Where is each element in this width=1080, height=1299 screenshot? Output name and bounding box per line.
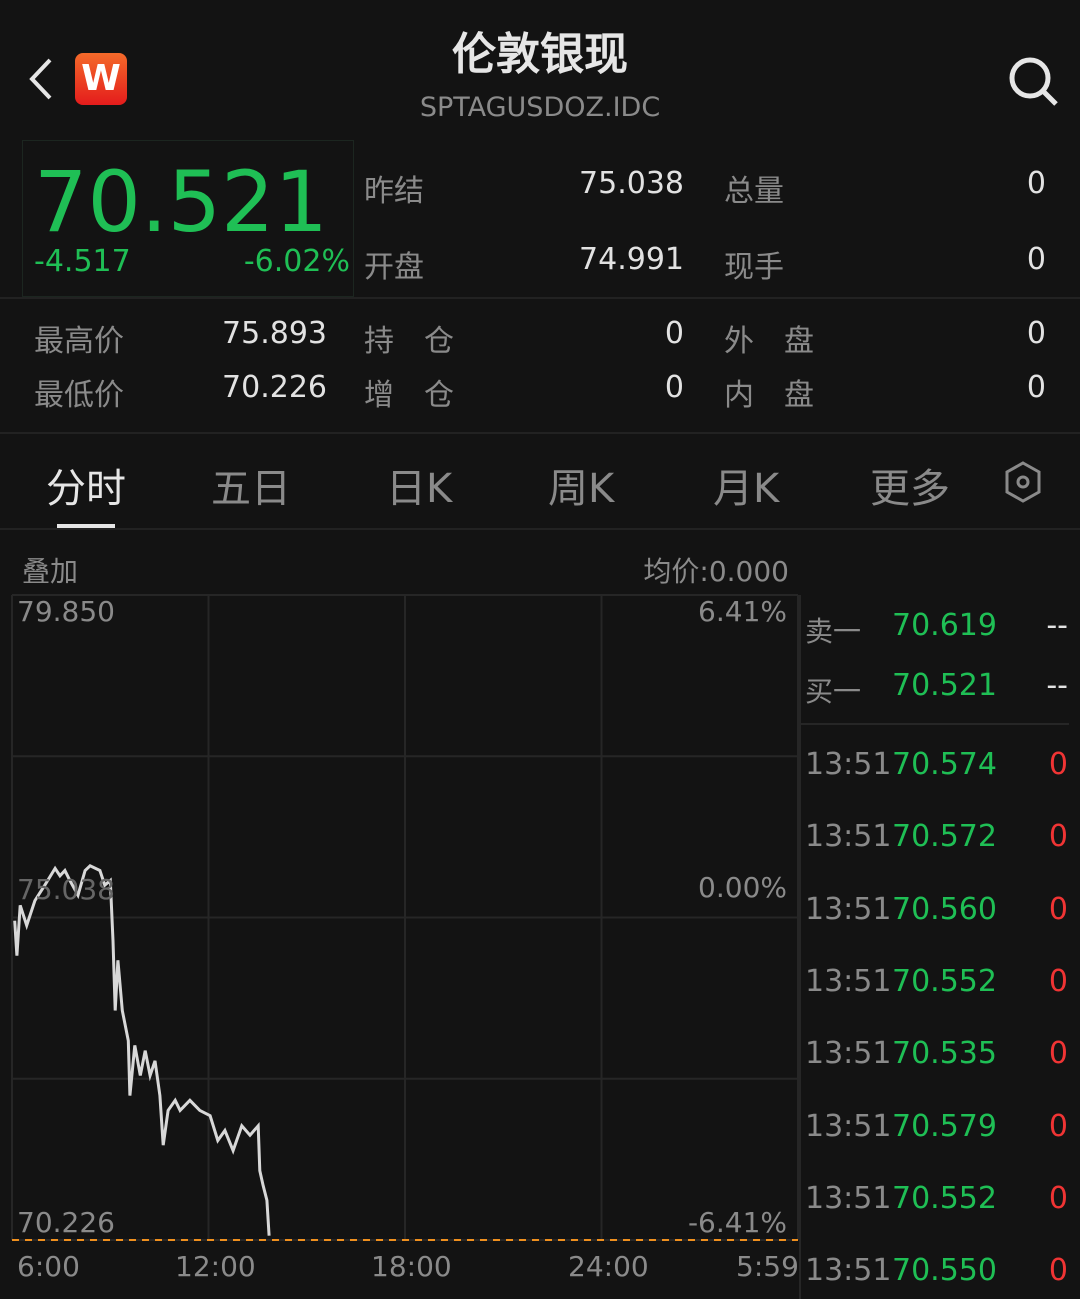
tick-time: 13:51 (805, 891, 892, 927)
active-tab-indicator (57, 524, 115, 529)
pct-top-label: 6.41% (698, 595, 787, 628)
back-button[interactable] (24, 56, 60, 102)
price-line (13, 864, 271, 1236)
tick-price: 70.552 (892, 963, 997, 999)
bid-price: 70.521 (892, 668, 997, 703)
stat-label-high: 最高价 (34, 324, 124, 359)
intraday-chart[interactable] (0, 580, 800, 1299)
x-tick-label: 18:00 (371, 1250, 452, 1283)
last-price: 70.521 (34, 153, 328, 251)
tick-price: 70.572 (892, 819, 997, 855)
overlay-button[interactable]: 叠加 (22, 555, 79, 588)
x-tick-label: 6:00 (17, 1250, 80, 1283)
tick-price: 70.574 (892, 747, 997, 782)
y-mid-label: 75.038 (17, 873, 115, 906)
stat-label-low: 最低价 (34, 378, 124, 413)
bid-label: 买一 (805, 675, 862, 708)
tick-volume: 0 (1048, 747, 1068, 782)
stat-value-high: 75.893 (222, 316, 327, 351)
tick-price: 70.552 (892, 1180, 997, 1216)
stat-value-outer: 0 (1026, 316, 1046, 351)
tab-intraday[interactable]: 分时 (46, 466, 126, 512)
pct-bottom-label: -6.41% (687, 1206, 787, 1239)
stat-value-oi-change: 0 (664, 370, 684, 405)
divider (0, 528, 1080, 530)
stat-value-open: 74.991 (579, 242, 684, 277)
stat-value-last-size: 0 (1026, 242, 1046, 277)
chart-settings-button[interactable] (1003, 460, 1043, 508)
tick-volume: 0 (1048, 1036, 1068, 1072)
stat-value-open-interest: 0 (664, 316, 684, 351)
tick-volume: 0 (1048, 819, 1068, 855)
price-change-pct: -6.02% (243, 244, 350, 279)
stat-value-prev-settle: 75.038 (579, 166, 684, 201)
symbol-code: SPTAGUSDOZ.IDC (419, 92, 661, 123)
stat-label-volume: 总量 (724, 174, 784, 209)
tick-time: 13:51 (805, 1036, 892, 1072)
x-tick-label: 24:00 (568, 1250, 649, 1283)
tick-price: 70.579 (892, 1108, 997, 1144)
ask-volume: -- (1046, 608, 1068, 643)
ask-price: 70.619 (892, 608, 997, 643)
x-tick-label: 5:59 (736, 1250, 799, 1283)
price-box (22, 140, 354, 297)
tab-five-day[interactable]: 五日 (211, 466, 291, 512)
tick-price: 70.560 (892, 891, 997, 927)
settings-hexagon-icon (1005, 461, 1041, 503)
stat-label-last-size: 现手 (724, 250, 784, 285)
y-bottom-label: 70.226 (17, 1206, 115, 1239)
stat-value-low: 70.226 (222, 370, 327, 405)
divider (801, 723, 1069, 725)
stat-value-volume: 0 (1026, 166, 1046, 201)
divider (0, 297, 1080, 299)
bid-volume: -- (1046, 668, 1068, 703)
pct-mid-label: 0.00% (698, 871, 787, 904)
stat-label-outer: 外 盘 (724, 324, 814, 359)
stat-label-open: 开盘 (364, 250, 424, 285)
app-logo: W (75, 53, 127, 105)
tick-volume: 0 (1048, 1108, 1068, 1144)
page-title: 伦敦银现 (452, 29, 628, 80)
tick-volume: 0 (1048, 1180, 1068, 1216)
tick-time: 13:51 (805, 1253, 892, 1289)
panel-divider (799, 595, 801, 1299)
stat-label-inner: 内 盘 (724, 378, 814, 413)
price-change: -4.517 (34, 244, 131, 279)
search-button[interactable] (1006, 54, 1060, 108)
stat-label-oi-change: 增 仓 (364, 378, 454, 413)
tick-time: 13:51 (805, 819, 892, 855)
avg-price: 均价:0.000 (643, 555, 789, 588)
chevron-left-icon (29, 58, 52, 100)
tick-time: 13:51 (805, 747, 892, 782)
y-top-label: 79.850 (17, 595, 115, 628)
tab-weekly-k[interactable]: 周K (548, 466, 615, 512)
stat-label-open-interest: 持 仓 (364, 324, 454, 359)
x-tick-label: 12:00 (175, 1250, 256, 1283)
ask-label: 卖一 (805, 615, 862, 648)
search-icon (1009, 57, 1058, 106)
divider (0, 432, 1080, 434)
stat-value-inner: 0 (1026, 370, 1046, 405)
tab-monthly-k[interactable]: 月K (713, 466, 780, 512)
tab-more[interactable]: 更多 (870, 466, 950, 512)
tick-volume: 0 (1048, 1253, 1068, 1289)
tick-time: 13:51 (805, 1180, 892, 1216)
tick-volume: 0 (1048, 963, 1068, 999)
tick-time: 13:51 (805, 963, 892, 999)
tick-time: 13:51 (805, 1108, 892, 1144)
tick-price: 70.550 (892, 1253, 997, 1289)
tick-volume: 0 (1048, 891, 1068, 927)
tab-daily-k[interactable]: 日K (386, 466, 453, 512)
tick-price: 70.535 (892, 1036, 997, 1072)
stat-label-prev-settle: 昨结 (364, 174, 424, 209)
